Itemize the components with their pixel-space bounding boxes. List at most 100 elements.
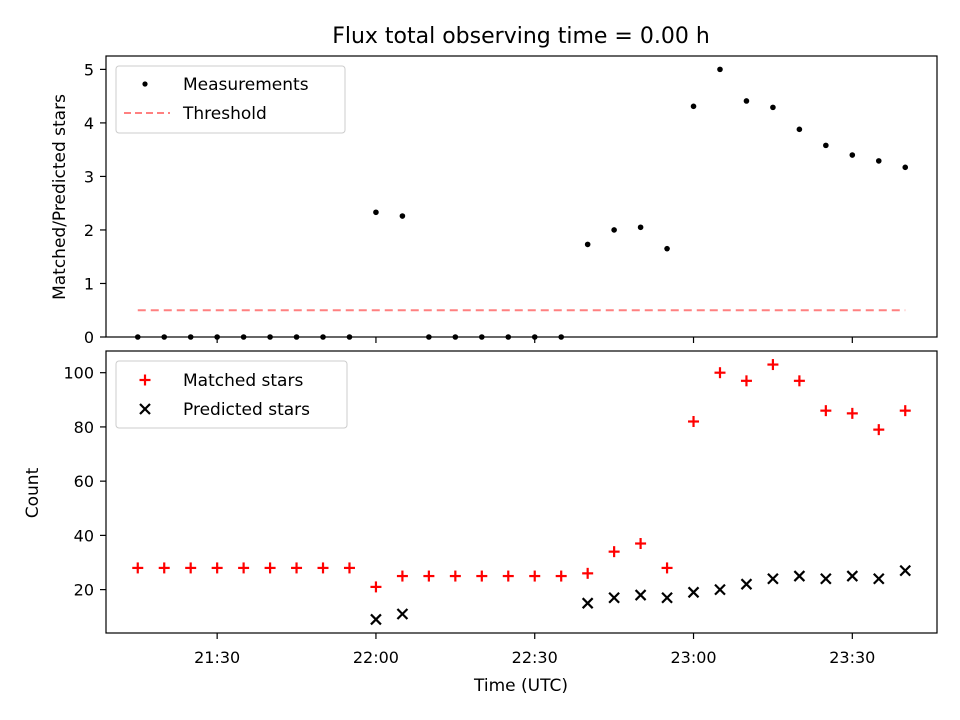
top-y-tick-label: 1 bbox=[84, 274, 94, 293]
top-axes-frame bbox=[105, 55, 938, 338]
legend-threshold-label: Threshold bbox=[182, 104, 267, 124]
top-legend: Measurements Threshold bbox=[115, 65, 346, 134]
matched-star-point bbox=[661, 562, 673, 574]
matched-star-point bbox=[476, 570, 488, 582]
predicted-star-point bbox=[370, 613, 382, 626]
top-y-ticks: 0 1 2 3 4 5 bbox=[84, 60, 106, 347]
predicted-star-point bbox=[714, 583, 726, 596]
bottom-y-tick-label: 40 bbox=[74, 526, 94, 545]
matched-star-point bbox=[158, 562, 170, 574]
predicted-star-point bbox=[608, 591, 620, 604]
measurement-point bbox=[875, 158, 882, 164]
bottom-y-tick-label: 80 bbox=[74, 418, 94, 437]
bottom-axes-frame bbox=[105, 350, 938, 634]
top-y-tick-label: 5 bbox=[84, 60, 94, 79]
bottom-legend-box bbox=[115, 360, 348, 429]
matched-star-point bbox=[555, 570, 567, 582]
predicted-star-point bbox=[846, 570, 859, 582]
matched-star-point bbox=[211, 562, 223, 574]
bottom-x-tick-label: 22:00 bbox=[353, 648, 399, 667]
matched-star-point bbox=[608, 546, 620, 558]
matched-star-point bbox=[449, 570, 461, 582]
predicted-star-point bbox=[661, 591, 673, 604]
matched-star-point bbox=[820, 405, 832, 417]
matched-star-point bbox=[185, 562, 197, 574]
top-y-tick-label: 4 bbox=[84, 114, 94, 133]
legend-matched-label: Matched stars bbox=[183, 371, 303, 391]
measurement-point bbox=[902, 164, 909, 171]
measurement-point bbox=[637, 224, 644, 231]
chart-title: Flux total observing time = 0.00 h bbox=[332, 24, 710, 49]
legend-matched-marker bbox=[139, 374, 151, 386]
predicted-star-point bbox=[634, 589, 647, 601]
measurement-point bbox=[584, 241, 591, 248]
matched-star-point bbox=[343, 562, 355, 574]
measurement-point bbox=[690, 103, 697, 110]
bottom-x-tick-label: 23:00 bbox=[670, 648, 716, 667]
bottom-y-tick-label: 100 bbox=[63, 364, 94, 383]
measurement-point bbox=[770, 104, 776, 111]
matched-star-point bbox=[370, 581, 382, 593]
top-legend-box bbox=[115, 65, 346, 134]
matched-star-point bbox=[238, 562, 250, 574]
measurement-point bbox=[823, 142, 829, 149]
matched-star-point bbox=[899, 405, 911, 417]
matched-star-point bbox=[529, 570, 541, 582]
top-y-tick-label: 0 bbox=[84, 328, 94, 347]
matched-star-point bbox=[582, 567, 594, 579]
measurement-point bbox=[373, 209, 379, 216]
bottom-y-ticks: 20 40 60 80 100 bbox=[63, 364, 106, 600]
count-points bbox=[132, 359, 912, 626]
matched-star-point bbox=[396, 570, 408, 582]
predicted-star-point bbox=[581, 597, 594, 609]
matched-star-point bbox=[317, 562, 329, 574]
matched-star-point bbox=[635, 538, 647, 550]
predicted-star-point bbox=[396, 608, 409, 620]
predicted-star-point bbox=[740, 578, 753, 590]
bottom-y-axis-label: Count bbox=[23, 467, 43, 518]
predicted-star-point bbox=[820, 572, 832, 585]
top-y-tick-label: 3 bbox=[84, 167, 94, 186]
measurement-point bbox=[664, 245, 670, 252]
x-axis-label: Time (UTC) bbox=[473, 676, 568, 696]
measurement-point bbox=[399, 213, 406, 219]
matched-star-point bbox=[767, 359, 779, 371]
top-panel: 0 1 2 3 4 5 Matched/Predicted stars Measureme… bbox=[50, 55, 938, 347]
matched-star-point bbox=[264, 562, 276, 574]
bottom-y-tick-label: 60 bbox=[74, 472, 94, 491]
matched-star-point bbox=[740, 375, 752, 387]
bottom-x-tick-label: 22:30 bbox=[512, 648, 558, 667]
bottom-x-tick-label: 21:30 bbox=[194, 648, 240, 667]
top-y-tick-label: 2 bbox=[84, 221, 94, 240]
measurement-point bbox=[717, 66, 723, 73]
predicted-star-point bbox=[793, 570, 806, 582]
legend-predicted-label: Predicted stars bbox=[183, 400, 310, 420]
predicted-star-point bbox=[899, 564, 912, 577]
matched-star-point bbox=[291, 562, 303, 574]
matched-star-point bbox=[688, 416, 700, 427]
bottom-legend: Matched stars Predicted stars bbox=[115, 360, 348, 429]
top-x-tick-marks bbox=[216, 337, 853, 343]
bottom-panel: 20 40 60 80 100 21:30 22:00 22:30 23:00 23:30 Co… bbox=[23, 350, 938, 696]
measurement-point bbox=[849, 152, 856, 158]
matched-star-point bbox=[502, 570, 514, 582]
legend-measurements-marker bbox=[142, 81, 148, 87]
legend-measurements-label: Measurements bbox=[183, 75, 309, 95]
legend-predicted-marker bbox=[139, 403, 151, 415]
matched-star-point bbox=[423, 570, 435, 582]
measurement-point bbox=[611, 227, 617, 233]
matched-star-point bbox=[793, 375, 805, 387]
bottom-x-tick-label: 23:30 bbox=[829, 648, 875, 667]
predicted-star-point bbox=[872, 572, 885, 585]
matched-star-point bbox=[846, 407, 858, 419]
measurement-point bbox=[796, 126, 803, 133]
bottom-y-tick-label: 20 bbox=[74, 581, 94, 600]
top-y-axis-label: Matched/Predicted stars bbox=[50, 94, 70, 300]
matched-star-point bbox=[132, 562, 144, 574]
predicted-star-point bbox=[767, 572, 779, 585]
matched-star-point bbox=[873, 424, 885, 436]
measurement-point bbox=[743, 98, 750, 104]
bottom-x-ticks: 21:30 22:00 22:30 23:00 23:30 bbox=[194, 633, 875, 667]
predicted-star-point bbox=[687, 586, 700, 599]
